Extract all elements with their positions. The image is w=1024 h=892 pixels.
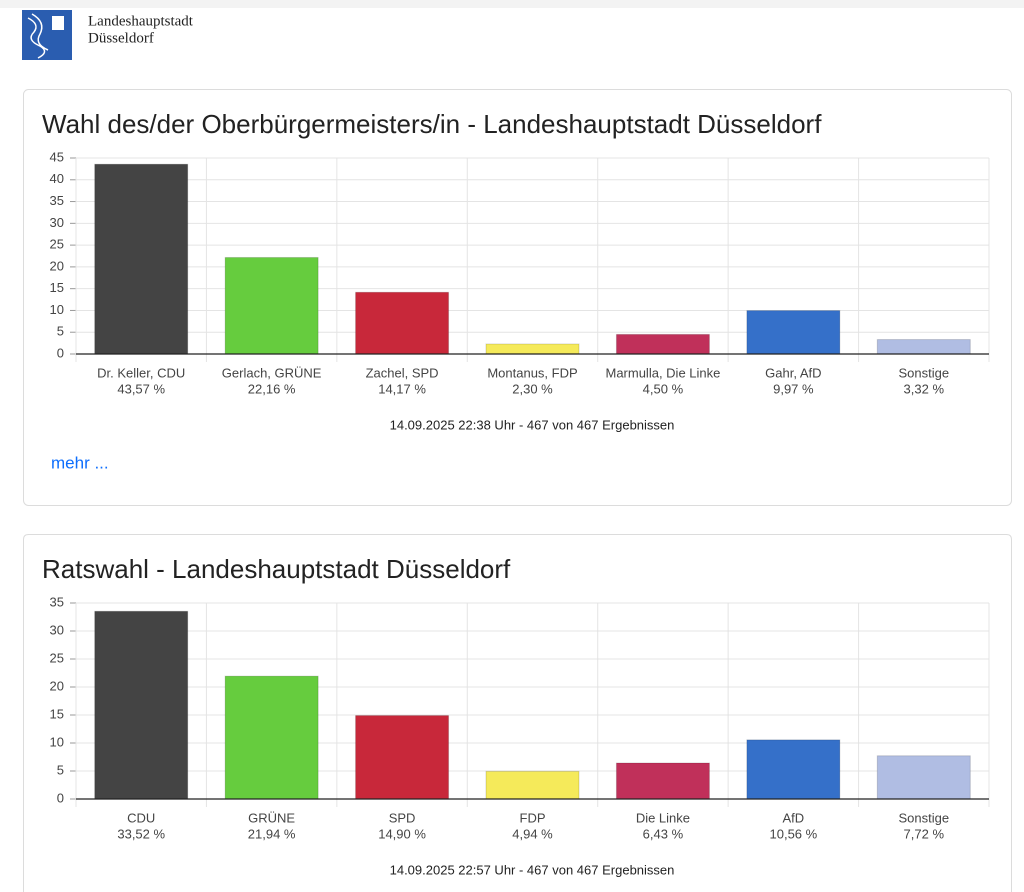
chart-panel: Wahl des/der Oberbürgermeisters/in - Lan… (23, 89, 1012, 506)
logo-crest (52, 16, 64, 30)
x-tick-label: Dr. Keller, CDU (97, 365, 185, 380)
logo-text: Landeshauptstadt (88, 13, 194, 29)
value-label: 33,52 % (117, 826, 165, 841)
bar (485, 343, 580, 355)
value-label: 21,94 % (248, 826, 296, 841)
bar (224, 256, 319, 355)
y-tick-label: 20 (50, 258, 64, 273)
bar (746, 739, 841, 800)
x-tick-label: Gerlach, GRÜNE (222, 365, 322, 380)
panel-border (23, 89, 1012, 506)
x-tick-label: GRÜNE (248, 810, 295, 825)
bar (94, 163, 189, 355)
bar (224, 675, 319, 800)
x-tick-label: Sonstige (898, 365, 949, 380)
y-tick-label: 30 (50, 622, 64, 637)
x-tick-label: Die Linke (636, 810, 690, 825)
y-tick-label: 25 (50, 237, 64, 252)
chart-title: Wahl des/der Oberbürgermeisters/in - Lan… (42, 109, 822, 139)
value-label: 4,94 % (512, 826, 553, 841)
chart-caption: 14.09.2025 22:38 Uhr - 467 von 467 Ergeb… (390, 417, 675, 432)
value-label: 22,16 % (248, 381, 296, 396)
bar (876, 339, 971, 355)
y-tick-label: 35 (50, 594, 64, 609)
y-tick-label: 20 (50, 678, 64, 693)
y-tick-label: 40 (50, 171, 64, 186)
y-tick-label: 5 (57, 762, 64, 777)
value-label: 43,57 % (117, 381, 165, 396)
value-label: 6,43 % (643, 826, 684, 841)
value-label: 2,30 % (512, 381, 553, 396)
y-tick-label: 35 (50, 193, 64, 208)
y-tick-label: 15 (50, 706, 64, 721)
x-tick-label: AfD (783, 810, 805, 825)
bar (615, 333, 710, 355)
x-tick-label: SPD (389, 810, 416, 825)
value-label: 10,56 % (770, 826, 818, 841)
y-tick-label: 15 (50, 280, 64, 295)
y-tick-label: 25 (50, 650, 64, 665)
y-tick-label: 30 (50, 215, 64, 230)
x-tick-label: Sonstige (898, 810, 949, 825)
chart-caption: 14.09.2025 22:57 Uhr - 467 von 467 Ergeb… (390, 862, 675, 877)
y-tick-label: 45 (50, 149, 64, 164)
value-label: 9,97 % (773, 381, 814, 396)
panel-border (23, 534, 1012, 892)
bar (746, 310, 841, 355)
x-tick-label: CDU (127, 810, 155, 825)
top-strip (0, 0, 1024, 8)
x-tick-label: Zachel, SPD (366, 365, 439, 380)
bar (485, 770, 580, 800)
y-tick-label: 10 (50, 734, 64, 749)
logo-text: Düsseldorf (88, 30, 154, 46)
value-label: 14,90 % (378, 826, 426, 841)
more-link[interactable]: mehr ... (51, 453, 109, 472)
y-tick-label: 0 (57, 345, 64, 360)
x-tick-label: Montanus, FDP (487, 365, 577, 380)
y-tick-label: 10 (50, 302, 64, 317)
bar (355, 715, 450, 800)
value-label: 14,17 % (378, 381, 426, 396)
x-tick-label: Marmulla, Die Linke (605, 365, 720, 380)
bar (355, 291, 450, 355)
bar (94, 610, 189, 800)
logo-mark (22, 10, 72, 60)
bar (876, 755, 971, 800)
y-tick-label: 0 (57, 790, 64, 805)
value-label: 4,50 % (643, 381, 684, 396)
y-tick-label: 5 (57, 324, 64, 339)
logo-lines (27, 13, 49, 59)
logo[interactable]: Landeshauptstadt Düsseldorf (22, 10, 194, 60)
x-tick-label: Gahr, AfD (765, 365, 821, 380)
x-tick-label: FDP (520, 810, 546, 825)
chart-title: Ratswahl - Landeshauptstadt Düsseldorf (42, 554, 511, 584)
value-label: 3,32 % (904, 381, 945, 396)
bar (615, 762, 710, 800)
value-label: 7,72 % (904, 826, 945, 841)
chart-panel: Ratswahl - Landeshauptstadt Düsseldorf 0 5… (23, 534, 1012, 892)
